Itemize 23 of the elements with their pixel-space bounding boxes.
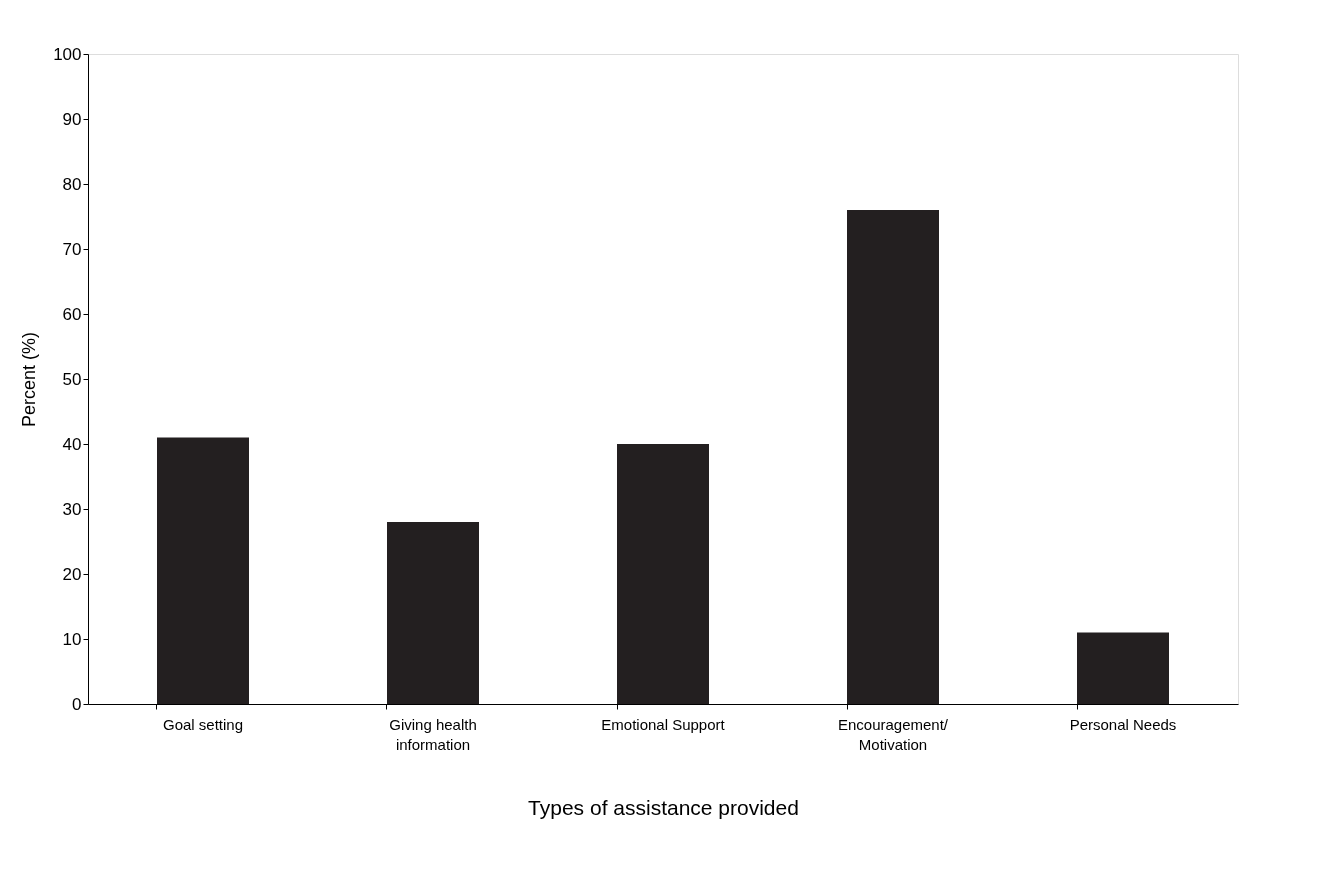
y-tick-label: 80 <box>62 174 82 194</box>
bar <box>847 210 939 704</box>
y-tick-label: 20 <box>62 564 82 584</box>
bar <box>157 437 249 704</box>
y-tick-label: 30 <box>62 499 82 519</box>
y-axis-title: Percent (%) <box>19 331 40 428</box>
y-tick-label: 40 <box>62 434 82 454</box>
y-tick-label: 10 <box>62 629 82 649</box>
bar <box>617 444 709 704</box>
x-tick-label: Emotional Support <box>601 715 726 733</box>
x-tick-label: Encouragement/ Motivation <box>837 715 949 753</box>
x-tick-label: Goal setting <box>162 715 244 733</box>
bar <box>387 522 479 704</box>
x-tick-label: Giving health information <box>389 715 477 753</box>
y-tick-label: 50 <box>62 369 82 389</box>
bar <box>1077 632 1169 704</box>
y-tick-label: 100 <box>53 44 82 64</box>
y-tick-label: 60 <box>62 304 82 324</box>
y-tick-label: 0 <box>72 694 82 714</box>
y-tick-label: 70 <box>62 239 82 259</box>
y-tick-label: 90 <box>62 109 82 129</box>
x-tick-label: Personal Needs <box>1069 715 1177 733</box>
x-axis-title: Types of assistance provided <box>528 795 799 819</box>
